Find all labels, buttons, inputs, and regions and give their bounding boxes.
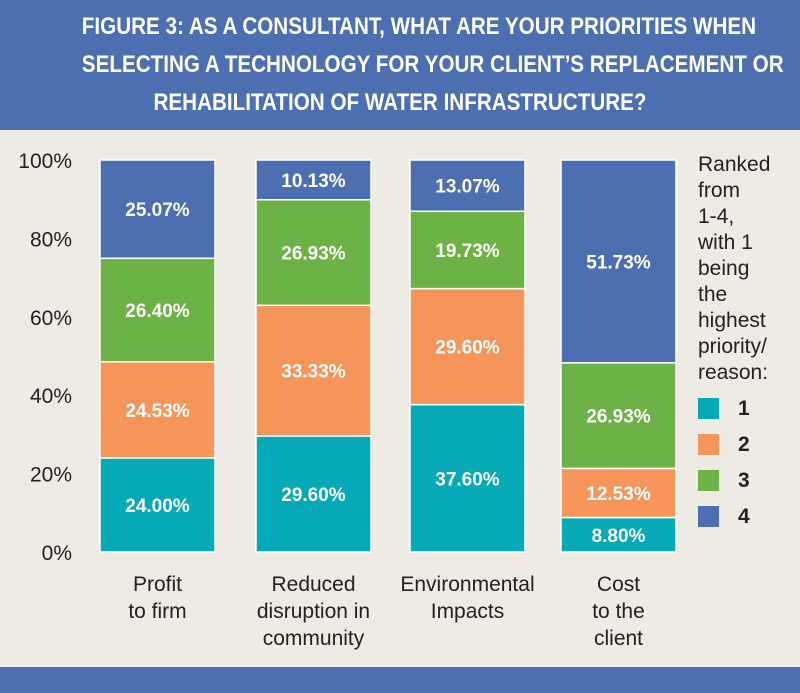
data-label: 29.60%: [435, 338, 500, 359]
legend-label: 4: [738, 505, 750, 528]
x-category-label: to firm: [128, 600, 186, 623]
data-label: 8.80%: [592, 526, 646, 547]
legend-items: 1 2 3 4: [698, 396, 800, 530]
x-category-label: Profit: [133, 573, 182, 596]
data-label: 25.07%: [125, 200, 190, 221]
bar-segment: [560, 362, 677, 470]
data-label: 26.40%: [125, 301, 190, 322]
data-label: 13.07%: [435, 177, 500, 198]
legend-title: Ranked from 1-4, with 1 being the highes…: [698, 153, 771, 384]
data-label: 10.13%: [281, 171, 346, 192]
y-tick-label: 20%: [30, 464, 72, 487]
bar-segment: [255, 304, 372, 437]
bar-segment: [409, 287, 526, 406]
bar-segment: [560, 159, 677, 364]
bar-segment: [255, 159, 372, 201]
legend-swatch: [698, 398, 719, 419]
bar-segment: [99, 159, 216, 260]
legend-label: 3: [738, 469, 750, 492]
legend-item: 1: [698, 396, 800, 422]
legend-swatch: [698, 470, 719, 491]
stacked-bar-chart: 0% 20% 40% 60% 80% 100% 24.00% 24.53% 26.40% 25.0…: [18, 150, 677, 650]
data-label: 24.00%: [125, 496, 190, 517]
title-banner: FIGURE 3: AS A CONSULTANT, WHAT ARE YOUR…: [0, 0, 800, 130]
title-line: FIGURE 3: AS A CONSULTANT, WHAT ARE YOUR…: [81, 13, 757, 40]
legend-swatch: [698, 434, 719, 455]
x-category-label: client: [594, 627, 643, 650]
y-tick-label: 60%: [30, 307, 72, 330]
x-category-label: Impacts: [431, 600, 505, 623]
chart-title: FIGURE 3: AS A CONSULTANT, WHAT ARE YOUR…: [81, 8, 784, 122]
legend-label: 1: [738, 397, 750, 420]
bar-segment: [99, 457, 216, 553]
legend-item: 2: [698, 432, 800, 458]
legend-swatch: [698, 506, 719, 527]
legend: Ranked from 1-4, with 1 being the highes…: [698, 152, 800, 530]
title-line: SELECTING A TECHNOLOGY FOR YOUR CLIENT’S…: [81, 51, 784, 78]
data-label: 37.60%: [435, 469, 500, 490]
bar-segment: [409, 210, 526, 290]
legend-item: 3: [698, 468, 800, 494]
bar-segment: [99, 361, 216, 459]
y-tick-label: 100%: [18, 150, 72, 173]
data-label: 33.33%: [281, 362, 346, 383]
bar-segment: [560, 516, 677, 553]
legend-item: 4: [698, 504, 800, 530]
bar-segment: [255, 435, 372, 553]
x-category-label: to the: [592, 600, 645, 623]
footer-band: [0, 667, 800, 693]
data-label: 12.53%: [586, 484, 651, 505]
data-label: 26.93%: [281, 244, 346, 265]
y-tick-label: 80%: [30, 228, 72, 251]
y-tick-label: 0%: [42, 542, 72, 565]
data-label: 26.93%: [586, 407, 651, 428]
title-line: REHABILITATION OF WATER INFRASTRUCTURE?: [153, 89, 647, 116]
x-category-label: Reduced: [271, 573, 355, 596]
bar-segment: [409, 159, 526, 212]
data-label: 24.53%: [125, 401, 190, 422]
data-label: 19.73%: [435, 241, 500, 262]
x-category-label: community: [263, 627, 365, 650]
bar-segment: [255, 198, 372, 307]
data-label: 51.73%: [586, 252, 651, 273]
y-tick-label: 40%: [30, 385, 72, 408]
data-label: 29.60%: [281, 485, 346, 506]
bar-segment: [409, 403, 526, 553]
x-category-label: disruption in: [257, 600, 370, 623]
x-category-label: Cost: [597, 573, 640, 596]
x-category-label: Environmental: [400, 573, 534, 596]
legend-label: 2: [738, 433, 750, 456]
